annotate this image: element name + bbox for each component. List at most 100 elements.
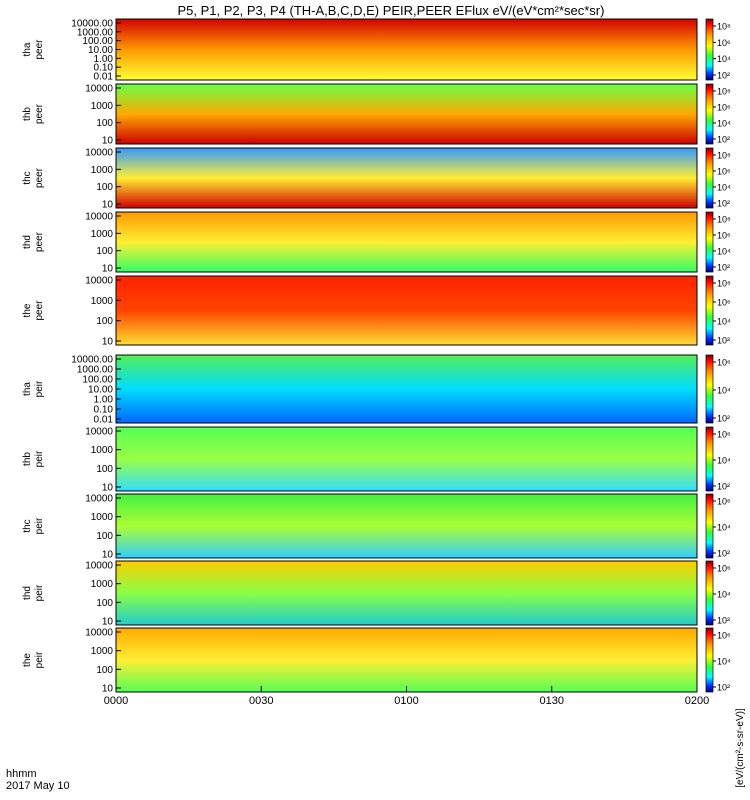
panel-ylabel-species: peer	[34, 300, 45, 321]
y-tick-label: 100	[96, 246, 113, 257]
colorbar-tick-label: 10⁴	[717, 119, 731, 129]
y-tick-label: 10000.00	[71, 19, 113, 30]
colorbar-tick-label: 10²	[717, 414, 730, 424]
colorbar-8	[705, 493, 714, 559]
colorbar-tick-label: 10²	[717, 482, 730, 492]
colorbar-tick-label: 10²	[717, 549, 730, 559]
panel-3: 10000 1000 100 10 thc peer 10⁸ 10⁶ 10⁴ 10²	[22, 147, 731, 211]
colorbar-1	[705, 18, 714, 81]
panel-frame-8	[115, 493, 698, 559]
colorbar-tick-label: 10⁴	[717, 317, 731, 327]
panel-ylabel-probe: tha	[22, 42, 33, 56]
colorbar-tick-label: 10²	[717, 135, 730, 145]
y-tick-label: 1000	[91, 229, 114, 240]
colorbar-7	[705, 426, 714, 492]
spectrogram-4	[116, 212, 697, 272]
panel-5: 10000 1000 100 10 the peer 10⁸ 10⁶ 10⁴ 10²	[22, 275, 731, 348]
y-tick-label: 10000	[85, 84, 113, 95]
spectrogram-5	[116, 276, 697, 345]
panel-ylabel-species: peer	[34, 103, 45, 124]
panel-ylabel-species: peir	[34, 584, 45, 601]
colorbar-5	[705, 275, 714, 346]
colorbar-tick-label: 10⁴	[717, 523, 731, 533]
spectrogram-1	[116, 19, 697, 80]
y-tick-label: 1000	[91, 296, 114, 307]
panel-ylabel-probe: thc	[22, 171, 33, 184]
y-tick-label: 10	[102, 337, 114, 348]
spectrogram-8	[116, 494, 697, 558]
y-tick-label: 1000	[91, 101, 114, 112]
y-tick-label: 10000	[85, 494, 113, 505]
y-tick-label: 10000	[85, 427, 113, 438]
y-tick-label: 10000	[85, 628, 113, 639]
panel-ylabel-species: peer	[34, 39, 45, 60]
colorbar-tick-label: 10²	[717, 199, 730, 209]
panel-9: 10000 1000 100 10 thd peir 10⁶ 10⁴ 10²	[22, 560, 731, 628]
panel-frame-5	[115, 275, 698, 346]
y-tick-label: 0.10	[94, 405, 114, 416]
panel-frame-7	[115, 426, 698, 492]
y-tick-label: 1000.00	[77, 27, 114, 38]
time-axis-label-hhmm: hhmm	[6, 768, 37, 780]
colorbar-tick-label: 10⁴	[717, 386, 731, 396]
panels: 10000.001000.00100.0010.001.000.100.01th…	[22, 18, 731, 695]
colorbar-tick-label: 10²	[717, 616, 730, 626]
panel-frame-3	[115, 147, 698, 209]
panel-ylabel-probe: thc	[22, 519, 33, 532]
panel-frame-2	[115, 83, 698, 145]
panel-ylabel-probe: tha	[22, 382, 33, 396]
panel-10: 10000 1000 100 10 the peir 10⁶ 10⁴ 10²	[22, 627, 731, 695]
panel-8: 10000 1000 100 10 thc peir 10⁶ 10⁴ 10²	[22, 493, 731, 561]
colorbar-tick-label: 10⁶	[717, 631, 731, 641]
panel-ylabel-probe: thb	[22, 452, 33, 466]
colorbar-tick-label: 10⁸	[717, 279, 731, 289]
colorbar-tick-label: 10⁶	[717, 564, 731, 574]
y-tick-label: 0.01	[94, 72, 114, 83]
y-tick-label: 10000	[85, 212, 113, 223]
colorbar-tick-label: 10⁶	[717, 231, 731, 241]
colorbar-tick-label: 10⁴	[717, 54, 731, 64]
panel-ylabel-probe: thb	[22, 107, 33, 121]
y-tick-label: 10	[102, 684, 114, 695]
y-tick-label: 10	[102, 483, 114, 494]
colorbar-tick-label: 10⁴	[717, 590, 731, 600]
y-tick-label: 100	[96, 665, 113, 676]
y-tick-label: 1000	[91, 579, 114, 590]
panel-ylabel-species: peir	[34, 380, 45, 397]
y-tick-label: 0.01	[94, 415, 114, 426]
y-tick-label: 100.00	[82, 36, 113, 47]
panel-ylabel-species: peir	[34, 517, 45, 534]
y-tick-label: 10	[102, 136, 114, 147]
colorbar-3	[705, 147, 714, 209]
colorbar-tick-label: 10⁴	[717, 456, 731, 466]
colorbar-tick-label: 10⁶	[717, 167, 731, 177]
time-tick-label: 0130	[540, 695, 564, 707]
colorbar-10	[705, 627, 714, 693]
spectrogram-7	[116, 427, 697, 491]
colorbar-tick-label: 10⁶	[717, 430, 731, 440]
y-tick-label: 10000.00	[71, 355, 113, 366]
panel-7: 10000 1000 100 10 thb peir 10⁶ 10⁴ 10²	[22, 426, 731, 494]
y-tick-label: 100	[96, 464, 113, 475]
colorbar-tick-label: 10⁶	[717, 358, 731, 368]
colorbar-tick-label: 10²	[717, 71, 730, 81]
spectrogram-2	[116, 84, 697, 144]
y-tick-label: 100.00	[82, 375, 113, 386]
colorbar-2	[705, 83, 714, 145]
y-tick-label: 10	[102, 200, 114, 211]
time-tick-label: 0030	[249, 695, 273, 707]
y-tick-label: 1.00	[94, 395, 114, 406]
colorbar-tick-label: 10⁶	[717, 497, 731, 507]
y-tick-label: 10000	[85, 561, 113, 572]
colorbar-tick-label: 10⁸	[717, 22, 731, 32]
y-tick-label: 1.00	[94, 54, 114, 65]
y-tick-label: 10.00	[88, 45, 113, 56]
panel-ylabel-probe: the	[22, 653, 33, 667]
panel-ylabel-species: peir	[34, 450, 45, 467]
colorbar-tick-label: 10²	[717, 683, 730, 693]
colorbar-tick-label: 10⁶	[717, 103, 731, 113]
y-tick-label: 1000	[91, 165, 114, 176]
y-tick-label: 10	[102, 617, 114, 628]
